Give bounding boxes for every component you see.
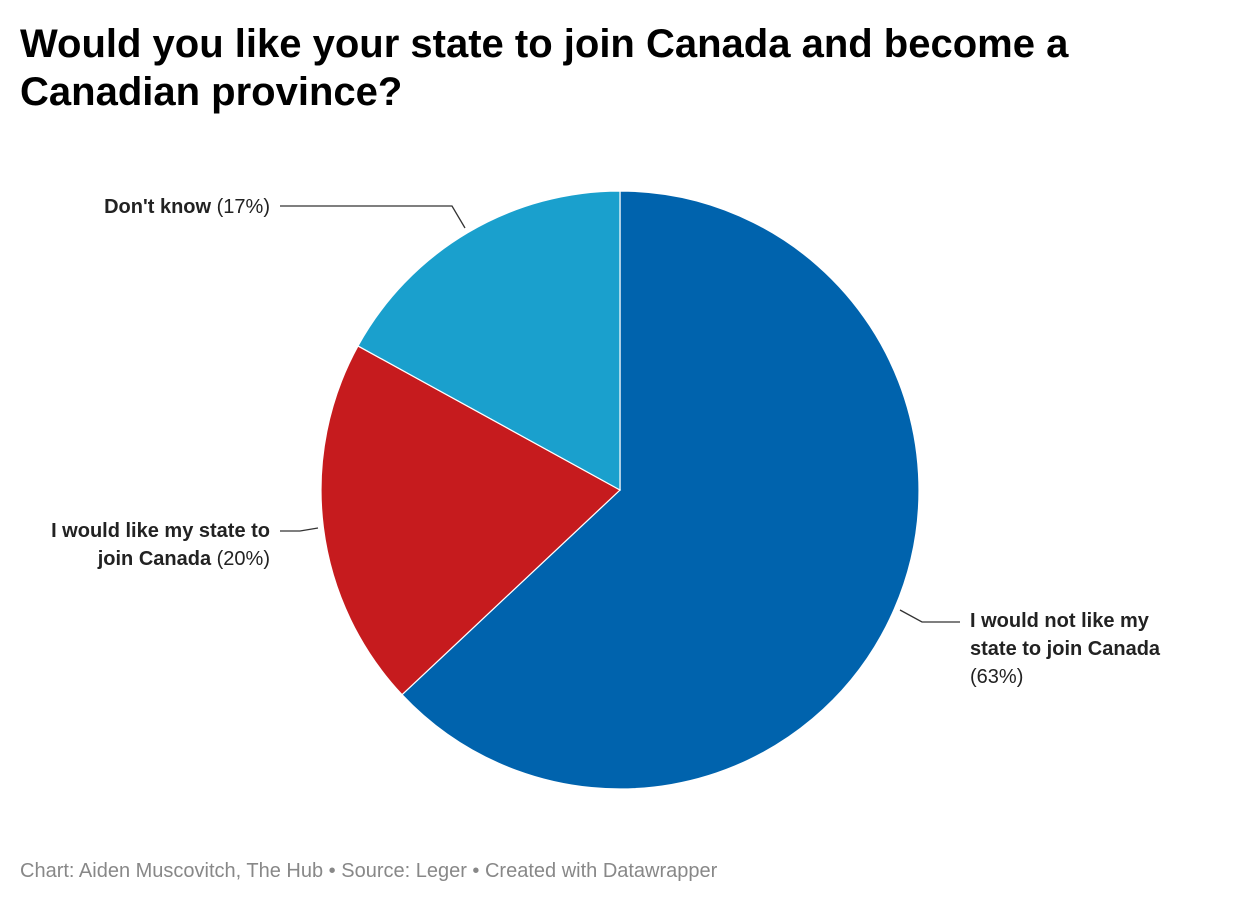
leader-line: [280, 527, 319, 532]
pie-slice-would-like: [320, 345, 622, 696]
slice-label-dont-know: Don't know (17%): [40, 193, 270, 221]
slice-label-would-not-like: I would not like my state to join Canada…: [970, 607, 1195, 691]
slice-label-value: (20%): [216, 548, 270, 570]
chart-footer: Chart: Aiden Muscovitch, The Hub • Sourc…: [20, 860, 718, 882]
slice-label-value: (17%): [216, 196, 270, 218]
pie-slice-would-not-like: [401, 190, 920, 790]
slice-label-name: Don't know: [104, 196, 212, 218]
leader-line: [899, 609, 960, 623]
leader-line: [280, 205, 466, 229]
slice-label-name: I would not like my state to join Canada: [970, 610, 1161, 660]
slice-label-name: I would like my state to join Canada: [51, 520, 270, 570]
chart-title: Would you like your state to join Canada…: [20, 22, 1069, 114]
pie-slice-dont-know: [357, 190, 621, 492]
slice-label-value: (63%): [970, 666, 1024, 688]
slice-label-would-like: I would like my state to join Canada (20…: [20, 517, 270, 573]
